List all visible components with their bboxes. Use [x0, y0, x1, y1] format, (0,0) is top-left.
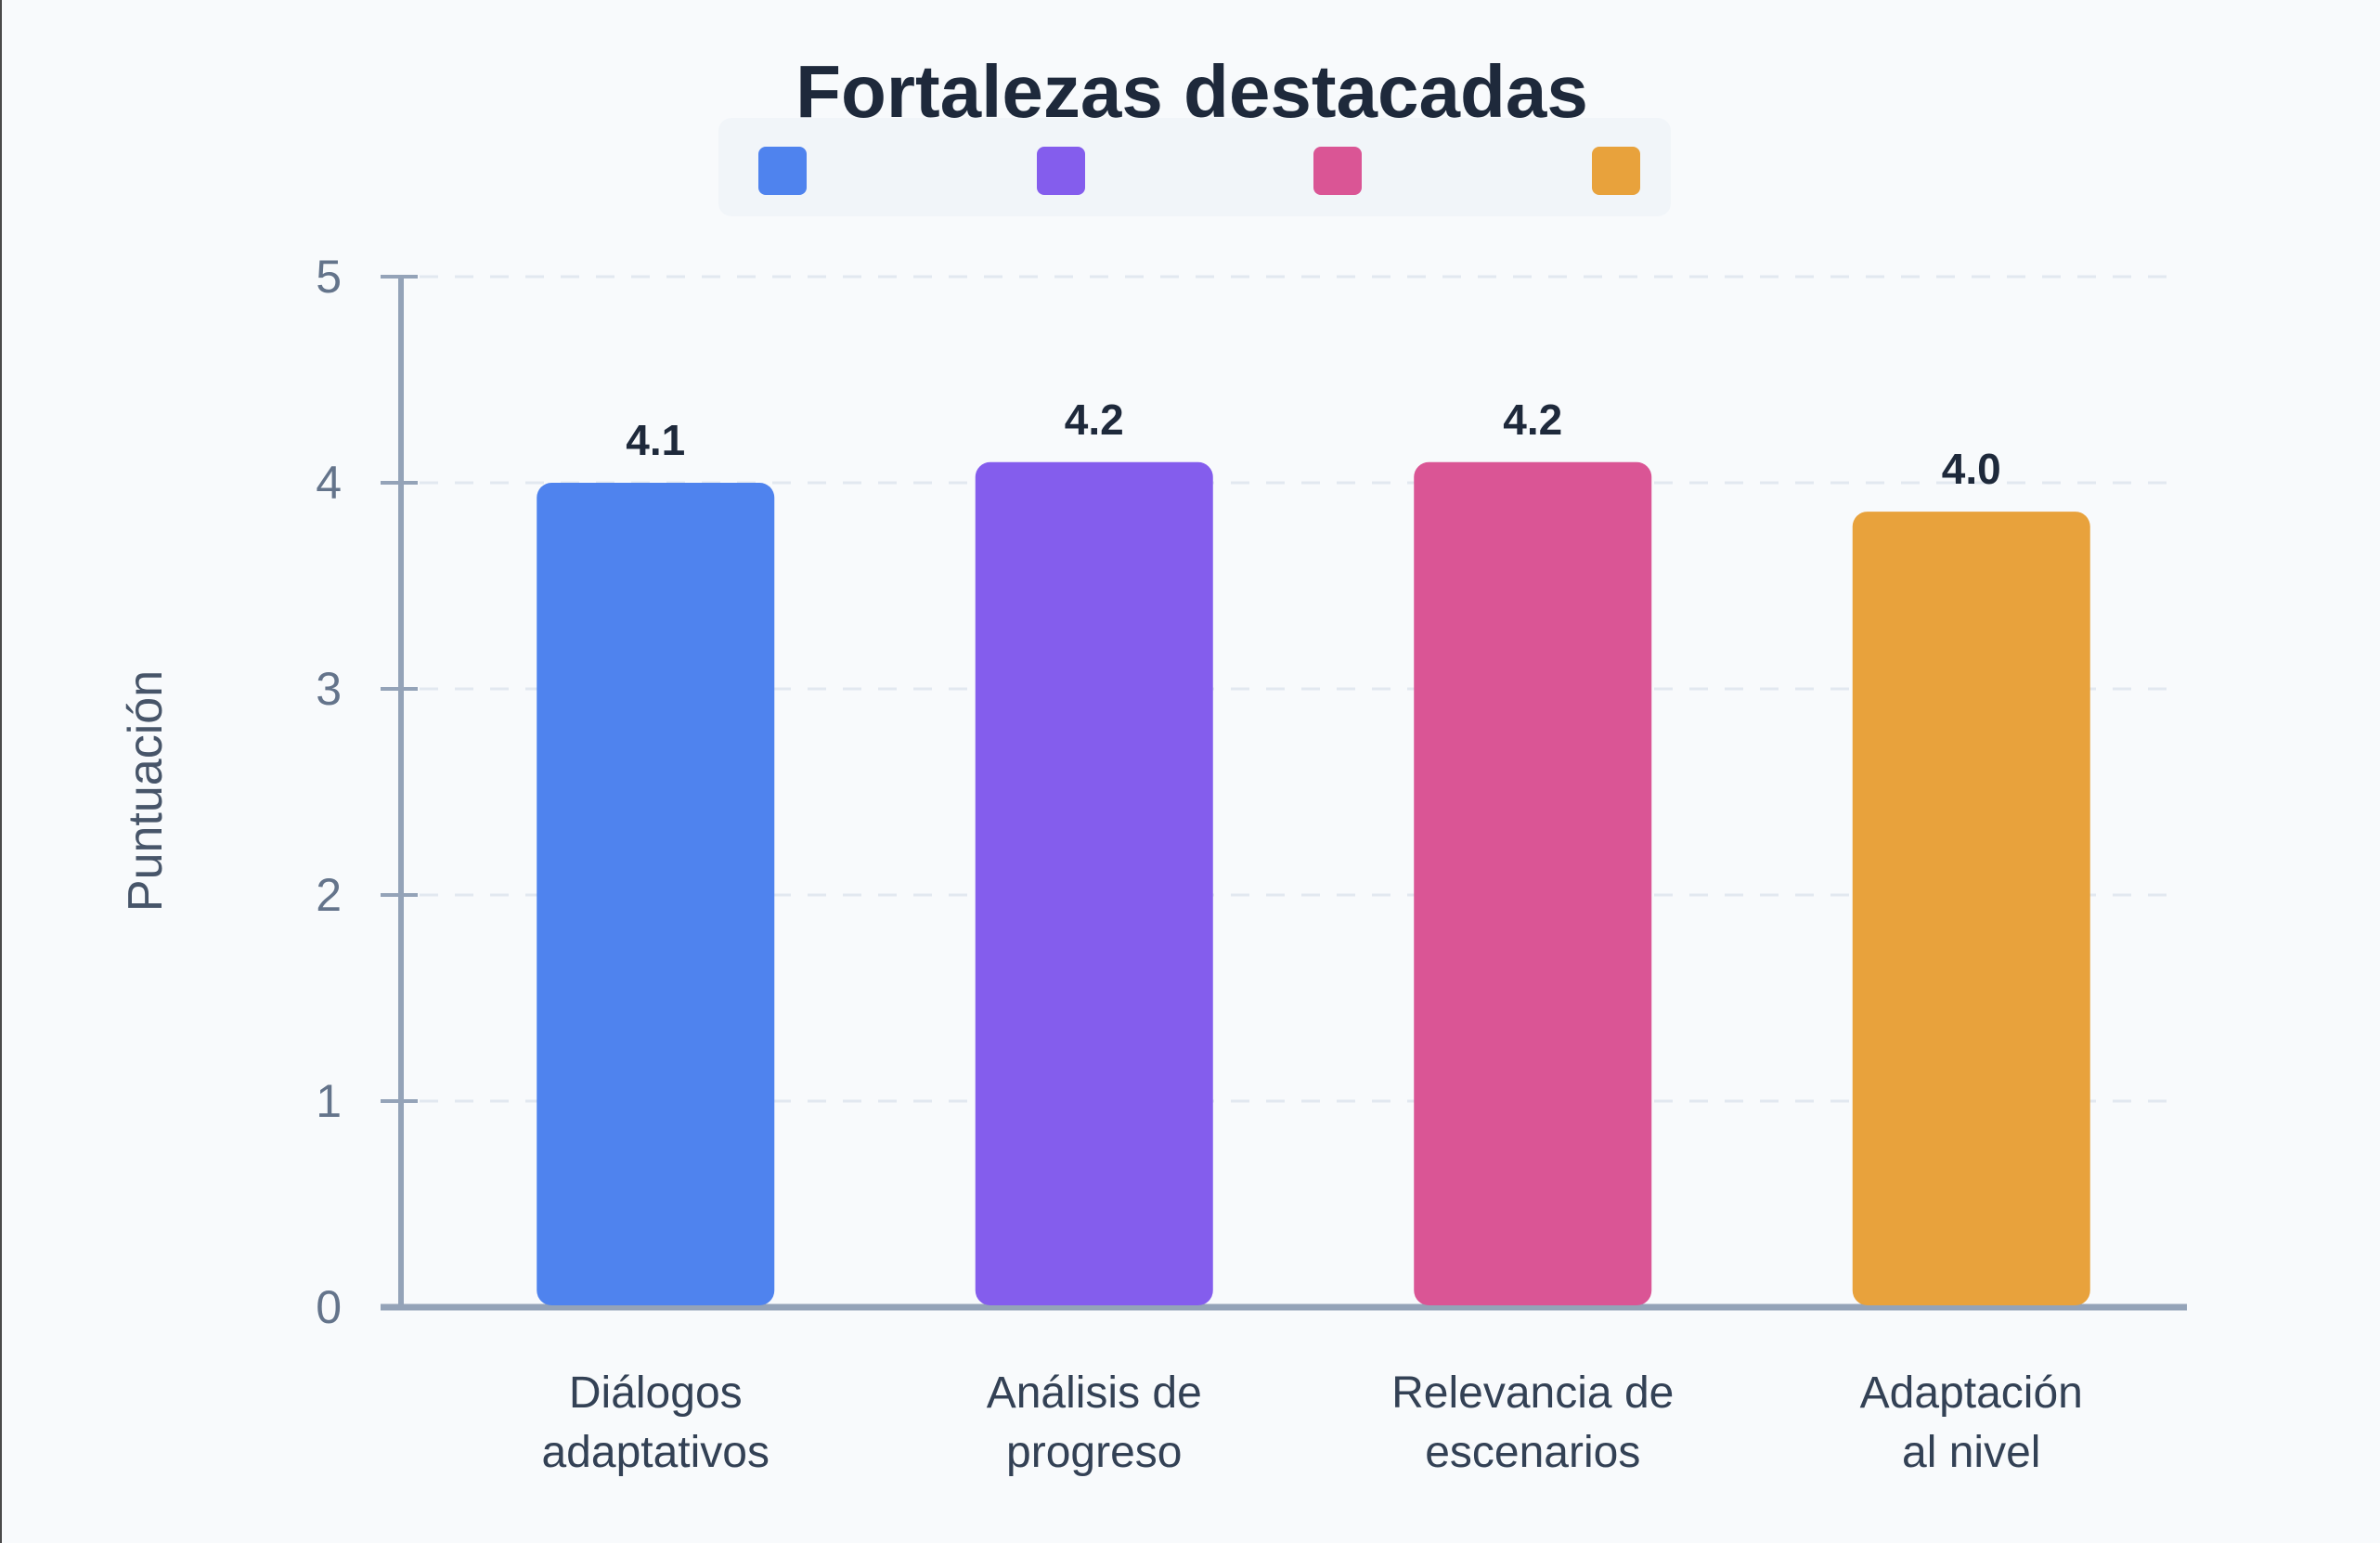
bar-value-label: 4.0 — [1942, 445, 2001, 493]
x-category-label: Relevancia de escenarios — [1391, 1368, 1674, 1477]
y-tick-label: 5 — [316, 251, 342, 303]
y-tick-label: 3 — [316, 663, 342, 715]
bar — [537, 483, 775, 1305]
legend-swatch — [1313, 147, 1362, 195]
legend-swatch — [1037, 147, 1085, 195]
y-tick-label: 2 — [316, 869, 342, 921]
bar-value-label: 4.2 — [1065, 395, 1124, 444]
bar — [1852, 512, 2090, 1305]
legend — [718, 118, 1671, 216]
value-labels: 4.1 4.2 4.2 4.0 — [626, 395, 2000, 493]
bar-value-label: 4.2 — [1503, 395, 1562, 444]
bar-value-label: 4.1 — [626, 416, 685, 464]
y-tick-labels: 0 1 2 3 4 5 — [316, 251, 342, 1333]
bar — [1414, 461, 1652, 1305]
legend-swatch — [758, 147, 807, 195]
legend-swatch — [1592, 147, 1640, 195]
y-tick-label: 4 — [316, 457, 342, 509]
legend-box — [718, 118, 1671, 216]
category-labels: Diálogos adaptativos Análisis de progreso Re… — [541, 1368, 2082, 1477]
bar — [975, 461, 1213, 1305]
x-category-label: Análisis de progreso — [987, 1368, 1202, 1477]
bars — [537, 461, 2090, 1305]
y-tick-label: 0 — [316, 1281, 342, 1333]
x-category-label: Diálogos adaptativos — [541, 1368, 770, 1477]
y-tick-label: 1 — [316, 1075, 342, 1127]
x-category-label: Adaptación al nivel — [1860, 1368, 2083, 1477]
axes — [381, 275, 2187, 1311]
y-axis-label: Puntuación — [119, 670, 173, 912]
